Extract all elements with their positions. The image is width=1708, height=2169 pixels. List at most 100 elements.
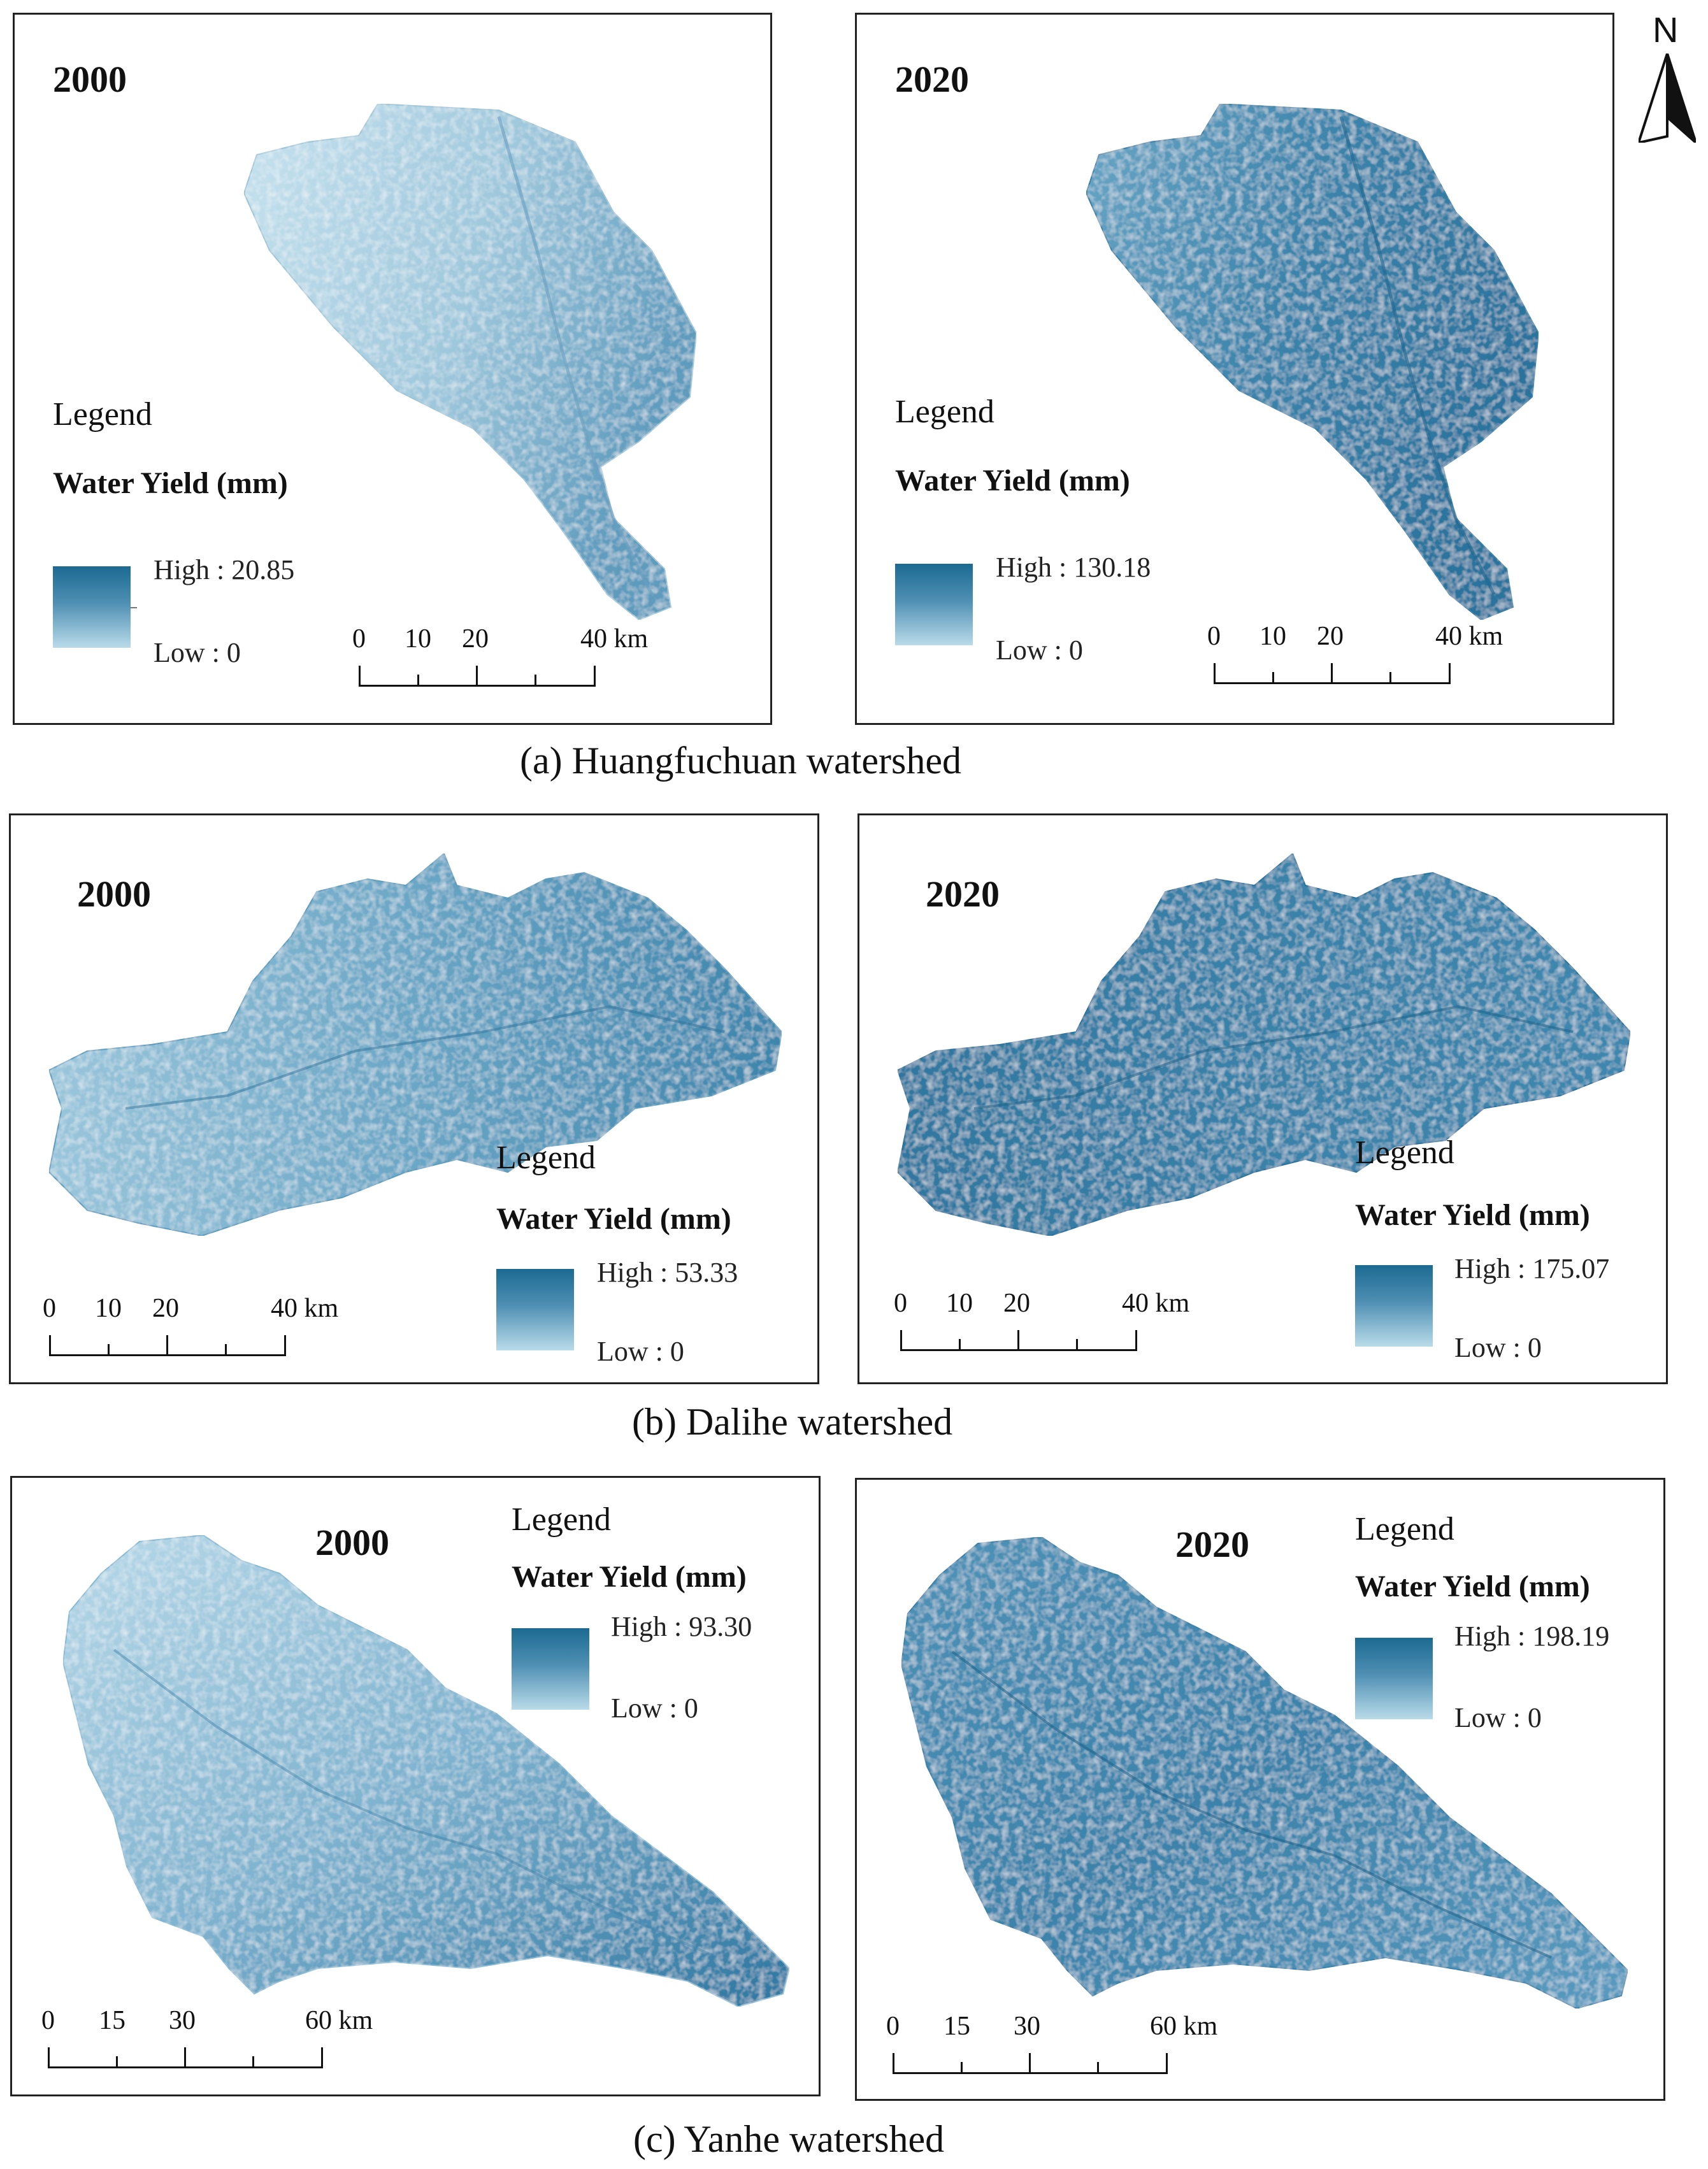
scale-tick — [1389, 672, 1391, 684]
scale-label: 10 — [946, 1289, 973, 1318]
map-panel-c-2020: 2020 Legend Water Yield (mm) High : 198.… — [855, 1478, 1665, 2101]
legend-high: High : 198.19 — [1454, 1621, 1610, 1652]
scale-label: 15 — [99, 2006, 126, 2035]
legend-low: Low : 0 — [996, 634, 1083, 666]
year-label: 2020 — [1175, 1524, 1249, 1565]
legend-title: Legend — [53, 396, 152, 433]
scale-label: 0 — [894, 1289, 907, 1318]
year-label: 2000 — [315, 1522, 389, 1563]
legend-title: Legend — [1355, 1511, 1454, 1547]
legend-high: High : 20.85 — [154, 554, 295, 585]
color-ramp — [1355, 1265, 1433, 1347]
legend-low: Low : 0 — [154, 637, 241, 668]
scale-tick — [359, 666, 361, 687]
legend-high: High : 53.33 — [597, 1257, 738, 1288]
caption-b: (b) Dalihe watershed — [632, 1401, 953, 1443]
caption-c: (c) Yanhe watershed — [633, 2118, 945, 2160]
legend-low: Low : 0 — [1454, 1332, 1542, 1363]
legend-variable: Water Yield (mm) — [53, 466, 288, 500]
scale-bar: 0 10 20 40 km — [1207, 621, 1503, 698]
scale-label: 60 km — [305, 2006, 373, 2035]
scale-label: 40 km — [580, 624, 649, 654]
yanhe-2020-map — [900, 1536, 1629, 2010]
scale-label: 10 — [405, 624, 431, 654]
scale-tick — [959, 1339, 961, 1351]
year-label: 2020 — [926, 873, 1000, 915]
dalihe-2000-map — [48, 852, 783, 1237]
scale-tick — [49, 1335, 51, 1356]
legend-high: High : 175.07 — [1454, 1253, 1610, 1284]
scale-label: 0 — [1207, 622, 1221, 651]
map-panel-c-2000: 2000 Legend Water Yield (mm) High : 93.3… — [10, 1476, 821, 2096]
legend-high: High : 130.18 — [996, 552, 1151, 583]
scale-tick — [284, 1335, 286, 1356]
scale-tick — [961, 2062, 963, 2074]
map-panel-b-2020: 2020 Legend Water Yield (mm) High : 175.… — [858, 813, 1668, 1384]
scale-label: 0 — [886, 2012, 900, 2041]
legend-title: Legend — [496, 1140, 596, 1176]
legend-low: Low : 0 — [1454, 1702, 1542, 1733]
scale-label: 0 — [352, 624, 366, 654]
scale-tick — [476, 666, 478, 687]
scale-tick — [116, 2056, 118, 2068]
north-label: N — [1653, 10, 1679, 50]
scale-tick — [321, 2047, 323, 2068]
legend-variable: Water Yield (mm) — [895, 464, 1130, 498]
scale-label: 40 km — [1435, 622, 1503, 651]
scale-tick — [1214, 663, 1216, 684]
scale-bar: 0 15 30 60 km — [41, 2005, 405, 2082]
scale-tick — [1135, 1330, 1137, 1351]
scale-tick — [594, 666, 596, 687]
legend-variable: Water Yield (mm) — [1355, 1570, 1590, 1603]
yanhe-2000-map — [62, 1534, 791, 2008]
map-panel-a-2000: 2000 Legend Water Yield (mm) High : 20.8… — [13, 13, 772, 725]
color-ramp — [53, 566, 131, 648]
scale-tick — [1272, 672, 1274, 684]
legend-variable: Water Yield (mm) — [496, 1202, 731, 1236]
scale-tick — [900, 1330, 902, 1351]
year-label: 2020 — [895, 59, 969, 100]
dalihe-2020-map — [896, 852, 1632, 1237]
legend-variable: Water Yield (mm) — [1355, 1198, 1590, 1232]
legend-title: Legend — [895, 394, 994, 430]
scale-label: 30 — [1014, 2012, 1040, 2041]
scale-tick — [225, 1344, 227, 1356]
huangfuchuan-2020-map — [1085, 103, 1540, 621]
north-arrow: N — [1631, 9, 1701, 143]
scale-label: 20 — [1317, 622, 1344, 651]
ramp-tick — [131, 607, 137, 608]
scale-label: 30 — [169, 2006, 196, 2035]
scale-bar: 0 10 20 40 km — [43, 1293, 338, 1370]
legend-title: Legend — [512, 1501, 611, 1538]
legend-title: Legend — [1355, 1135, 1454, 1171]
scale-label: 15 — [944, 2012, 970, 2041]
legend-high: High : 93.30 — [611, 1611, 752, 1642]
scale-label: 40 km — [1122, 1289, 1190, 1318]
scale-tick — [1166, 2053, 1168, 2074]
scale-tick — [184, 2047, 186, 2068]
scale-bar: 0 15 30 60 km — [886, 2011, 1249, 2087]
scale-label: 20 — [462, 624, 489, 654]
scale-tick — [417, 675, 419, 687]
map-panel-a-2020: 2020 Legend Water Yield (mm) High : 130.… — [855, 13, 1614, 725]
scale-bar: 0 10 20 40 km — [352, 624, 648, 700]
scale-tick — [48, 2047, 50, 2068]
map-panel-b-2000: 2000 Legend Water Yield (mm) High : 53.3… — [9, 813, 819, 1384]
scale-tick — [893, 2053, 894, 2074]
color-ramp — [895, 564, 973, 645]
scale-label: 20 — [1003, 1289, 1030, 1318]
year-label: 2000 — [53, 59, 127, 100]
scale-tick — [1331, 663, 1333, 684]
scale-label: 60 km — [1150, 2012, 1218, 2041]
scale-tick — [1017, 1330, 1019, 1351]
color-ramp — [512, 1628, 589, 1710]
scale-tick — [1029, 2053, 1031, 2074]
scale-bar: 0 10 20 40 km — [894, 1288, 1189, 1364]
scale-label: 0 — [43, 1294, 56, 1323]
year-label: 2000 — [77, 873, 151, 915]
legend-variable: Water Yield (mm) — [512, 1560, 747, 1594]
scale-tick — [1449, 663, 1451, 684]
legend-low: Low : 0 — [611, 1693, 698, 1724]
huangfuchuan-2000-map — [243, 103, 698, 621]
scale-label: 10 — [95, 1294, 122, 1323]
